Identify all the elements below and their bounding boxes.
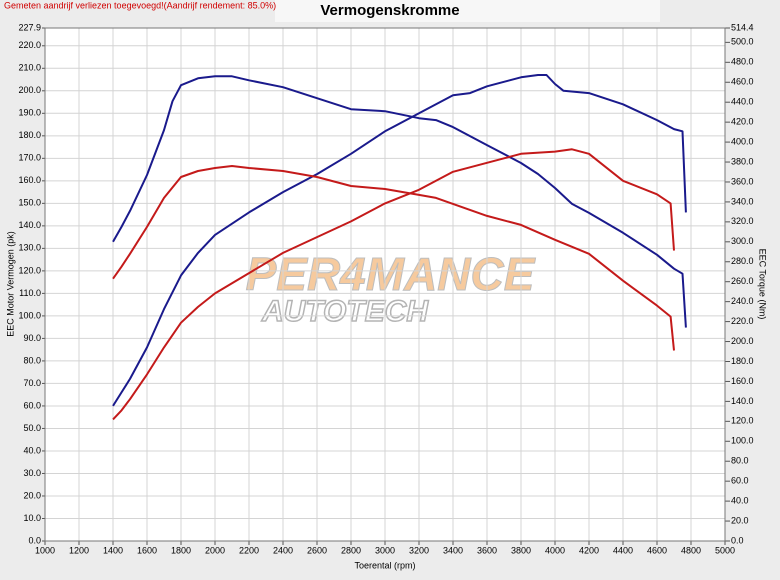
y-tick-label: 100.0 [18,310,41,320]
x-tick-label: 1400 [103,545,123,555]
y2-tick-label: 380.0 [731,156,754,166]
y-tick-label: 110.0 [19,288,41,298]
y-tick-label: 120.0 [18,265,41,275]
logo-top: PER4MANCE [246,248,536,300]
x-tick-label: 2800 [341,545,361,555]
plot-frame [44,27,726,542]
y2-tick-label: 480.0 [731,57,754,67]
x-tick-label: 4200 [579,545,599,555]
x-tick-label: 2600 [307,545,327,555]
chart-title: Vermogenskromme [320,2,459,19]
y2-tick-label: 400.0 [731,136,754,146]
y-tick-label: 70.0 [23,378,41,388]
y2-tick-label: 320.0 [731,216,754,226]
x-tick-label: 3200 [409,545,429,555]
x-tick-label: 2200 [239,545,259,555]
y-tick-label: 40.0 [23,445,41,455]
y2-tick-label: 514.4 [731,22,754,32]
y2-tick-label: 0.0 [731,535,744,545]
y2-tick-label: 200.0 [731,336,754,346]
y2-tick-label: 100.0 [731,436,754,446]
y2-tick-label: 300.0 [731,236,754,246]
y2-tick-label: 160.0 [731,376,754,386]
x-tick-label: 1200 [69,545,89,555]
y-tick-label: 0.0 [28,535,41,545]
x-tick-label: 2400 [273,545,293,555]
x-tick-label: 2000 [205,545,225,555]
x-tick-label: 4400 [613,545,633,555]
y2-tick-label: 460.0 [731,77,754,87]
y-tick-label: 80.0 [23,355,41,365]
x-tick-label: 3800 [511,545,531,555]
y2-tick-label: 220.0 [731,316,754,326]
y2-tick-label: 240.0 [731,296,754,306]
y-tick-label: 180.0 [18,130,41,140]
x-tick-label: 4600 [647,545,667,555]
y2-tick-label: 340.0 [731,196,754,206]
x-tick-label: 1800 [171,545,191,555]
y-tick-label: 210.0 [18,63,41,73]
y-tick-label: 140.0 [18,220,41,230]
line-series [112,148,675,421]
y2-tick-label: 180.0 [731,356,754,366]
y-tick-label: 50.0 [23,423,41,433]
y2-tick-label: 440.0 [731,97,754,107]
y2-tick-label: 500.0 [731,37,754,47]
y-tick-label: 60.0 [23,400,41,410]
x-tick-label: 1000 [35,545,55,555]
title-bar [275,0,660,22]
y2-tick-label: 60.0 [731,476,749,486]
x-tick-label: 3600 [477,545,497,555]
y2-tick-label: 140.0 [731,396,754,406]
x-tick-label: 3400 [443,545,463,555]
y-tick-label: 170.0 [18,153,41,163]
y2-tick-label: 80.0 [731,456,749,466]
x-tick-label: 3000 [375,545,395,555]
y-tick-label: 150.0 [18,198,41,208]
y-tick-label: 10.0 [23,513,41,523]
y2-tick-label: 20.0 [731,515,749,525]
y2-tick-label: 420.0 [731,117,754,127]
y-tick-label: 200.0 [18,85,41,95]
y2-tick-label: 120.0 [731,416,754,426]
y2-tick-label: 360.0 [731,176,754,186]
note: Gemeten aandrijf verliezen toegevoegd!(A… [4,0,276,10]
y-axis-label: EEC Motor Vermogen (pk) [5,231,15,337]
x-tick-label: 1600 [137,545,157,555]
y-tick-label: 130.0 [18,243,41,253]
line-series [112,74,687,407]
y-tick-label: 90.0 [23,333,41,343]
y-tick-label: 190.0 [18,108,41,118]
y2-tick-label: 280.0 [731,256,754,266]
x-tick-label: 4000 [545,545,565,555]
y2-tick-label: 40.0 [731,495,749,505]
x-tick-label: 5000 [715,545,735,555]
x-tick-label: 4800 [681,545,701,555]
y-tick-label: 227.9 [18,22,41,32]
y-tick-label: 20.0 [23,490,41,500]
y2-tick-label: 260.0 [731,276,754,286]
x-axis-label: Toerental (rpm) [354,560,415,570]
y-tick-label: 220.0 [18,40,41,50]
y-tick-label: 160.0 [18,175,41,185]
y-tick-label: 30.0 [23,468,41,478]
logo-bottom: AUTOTECH [261,295,429,328]
line-series [112,75,687,328]
line-series [112,165,675,351]
y2-axis-label: EEC Torque (Nm) [758,249,768,320]
